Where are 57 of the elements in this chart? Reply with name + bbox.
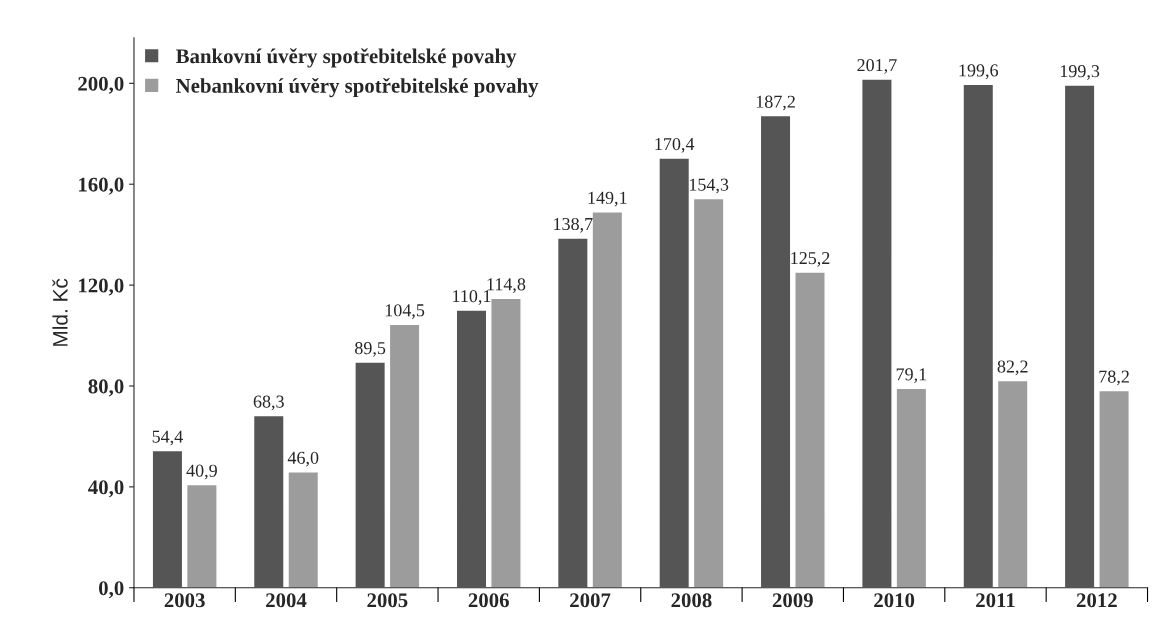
y-tick-label: 200,0	[78, 76, 124, 94]
y-axis-title: Mld. Kč	[52, 278, 68, 346]
y-tick-label: 120,0	[79, 278, 124, 296]
bar	[556, 237, 589, 588]
x-tick-label: 2003	[164, 593, 205, 608]
x-tick-label: 2010	[874, 593, 915, 608]
data-label: 68,3	[253, 395, 284, 411]
data-label: 201,7	[857, 59, 897, 74]
x-tick-label: 2006	[468, 593, 509, 608]
x-tick-label: 2012	[1076, 593, 1117, 608]
data-label: 46,0	[287, 451, 319, 467]
bar	[185, 483, 218, 588]
bar	[759, 114, 792, 588]
bar	[455, 309, 488, 588]
x-tick-label: 2008	[671, 593, 712, 608]
bar	[962, 83, 995, 588]
data-label: 170,4	[655, 137, 695, 153]
bar	[388, 323, 421, 588]
x-tick-label: 2007	[570, 593, 611, 608]
data-label: 149,1	[588, 191, 627, 207]
legend-label: Nebankovní úvěry spotřebitelské povahy	[176, 77, 539, 98]
x-tick-label: 2011	[976, 593, 1015, 608]
bar	[794, 271, 826, 588]
bar	[287, 471, 320, 588]
legend-label: Bankovní úvěry spotřebitelské povahy	[175, 48, 517, 68]
bar	[861, 78, 893, 588]
data-label: 78,2	[1099, 370, 1129, 386]
y-tick-label: 40,0	[88, 480, 124, 498]
bar	[252, 414, 285, 588]
x-tick-label: 2009	[772, 593, 813, 608]
bar	[1098, 389, 1130, 588]
bar	[895, 387, 928, 588]
y-tick-label: 80,0	[88, 379, 124, 397]
y-tick-label: 0,0	[99, 581, 124, 599]
x-tick-label: 2005	[367, 593, 408, 608]
data-label: 79,1	[896, 368, 927, 384]
x-tick-label: 2004	[266, 593, 307, 608]
data-label: 104,5	[385, 304, 425, 319]
bar	[1063, 84, 1096, 588]
data-label: 154,3	[689, 178, 729, 194]
data-label: 54,4	[152, 430, 183, 446]
bar	[490, 297, 522, 588]
data-label: 187,2	[756, 95, 795, 111]
data-label: 89,5	[355, 342, 386, 357]
data-label: 138,7	[554, 217, 593, 233]
y-tick-label: 160,0	[79, 177, 124, 195]
data-label: 40,9	[186, 464, 217, 480]
data-label: 125,2	[791, 252, 830, 267]
bar	[151, 449, 184, 588]
data-label: 199,6	[959, 64, 999, 80]
data-label: 199,3	[1060, 65, 1100, 80]
data-label: 82,2	[997, 360, 1028, 376]
bar	[591, 211, 624, 588]
bar	[658, 157, 691, 588]
bar	[354, 361, 387, 588]
bar	[996, 379, 1029, 588]
bar	[692, 197, 725, 588]
